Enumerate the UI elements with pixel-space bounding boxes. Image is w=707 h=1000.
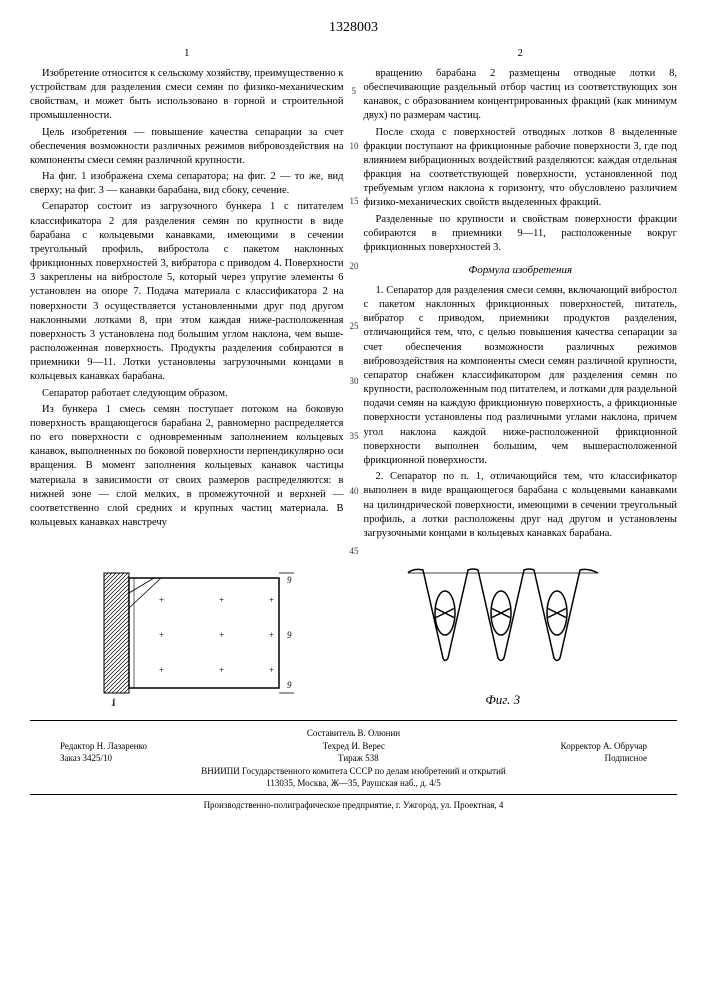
- svg-text:+: +: [159, 595, 164, 605]
- svg-text:+: +: [269, 595, 274, 605]
- col1-p2: Цель изобретения — повышение качества се…: [30, 126, 344, 169]
- col1-p6: Из бункера 1 смесь семян поступает поток…: [30, 403, 344, 531]
- svg-text:+: +: [219, 630, 224, 640]
- svg-text:+: +: [219, 595, 224, 605]
- footer: Составитель В. Олюнин Редактор Н. Лазаре…: [30, 720, 677, 812]
- footer-tirazh: Тираж 538: [338, 752, 379, 765]
- line-num-35: 35: [350, 431, 359, 441]
- col2-p3: Разделенные по крупности и свойствам пов…: [364, 213, 678, 256]
- svg-text:1: 1: [111, 698, 116, 708]
- col1-p1: Изобретение относится к сельскому хозяйс…: [30, 67, 344, 124]
- col1-p4: Сепаратор состоит из загрузочного бункер…: [30, 200, 344, 384]
- line-num-40: 40: [350, 486, 359, 496]
- footer-row2: Заказ 3425/10 Тираж 538 Подписное: [30, 752, 677, 765]
- line-num-10: 10: [350, 141, 359, 151]
- patent-page: 1328003 1 Изобретение относится к сельск…: [0, 0, 707, 832]
- col2-p5: 2. Сепаратор по п. 1, отличающийся тем, …: [364, 470, 678, 541]
- line-num-30: 30: [350, 376, 359, 386]
- fig2-svg: + + + + + + + + + 9 9 9 1: [99, 558, 299, 708]
- line-num-15: 15: [350, 196, 359, 206]
- column-1-wrap: 1 Изобретение относится к сельскому хозя…: [30, 46, 344, 543]
- footer-tech: Техред И. Верес: [323, 740, 385, 753]
- column-1: 1 Изобретение относится к сельскому хозя…: [30, 46, 344, 530]
- svg-text:+: +: [269, 665, 274, 675]
- column-2: 2 вращению барабана 2 размещены отводные…: [364, 46, 678, 541]
- line-num-25: 25: [350, 321, 359, 331]
- two-column-layout: 1 Изобретение относится к сельскому хозя…: [30, 46, 677, 543]
- line-num-5: 5: [352, 86, 357, 96]
- svg-text:+: +: [159, 630, 164, 640]
- fig3-caption: Фиг. 3: [398, 692, 608, 708]
- line-num-20: 20: [350, 261, 359, 271]
- footer-editor: Редактор Н. Лазаренко: [60, 740, 147, 753]
- footer-corrector: Корректор А. Обручар: [561, 740, 647, 753]
- fig3-svg: [398, 558, 608, 688]
- column-2-wrap: 5 10 15 20 25 30 35 40 45 2 вращению бар…: [364, 46, 678, 543]
- footer-org: ВНИИПИ Государственного комитета СССР по…: [30, 765, 677, 778]
- footer-addr2: Производственно-полиграфическое предприя…: [30, 794, 677, 812]
- footer-order: Заказ 3425/10: [60, 752, 112, 765]
- svg-text:+: +: [159, 665, 164, 675]
- line-num-45: 45: [350, 546, 359, 556]
- svg-text:+: +: [219, 665, 224, 675]
- svg-text:9: 9: [287, 630, 292, 640]
- formula-title: Формула изобретения: [364, 263, 678, 278]
- footer-row1: Редактор Н. Лазаренко Техред И. Верес Ко…: [30, 740, 677, 753]
- svg-text:+: +: [269, 630, 274, 640]
- col2-p4: 1. Сепаратор для разделения смеси семян,…: [364, 284, 678, 468]
- svg-text:9: 9: [287, 575, 292, 585]
- col1-p3: На фиг. 1 изображена схема сепаратора; н…: [30, 170, 344, 198]
- figure-3: Фиг. 3: [398, 558, 608, 708]
- footer-subscription: Подписное: [605, 752, 647, 765]
- col2-number: 2: [364, 46, 678, 61]
- figure-2: + + + + + + + + + 9 9 9 1: [99, 558, 299, 708]
- col1-number: 1: [30, 46, 344, 61]
- svg-text:9: 9: [287, 680, 292, 690]
- patent-number: 1328003: [30, 20, 677, 36]
- footer-addr1: 113035, Москва, Ж—35, Раушская наб., д. …: [30, 777, 677, 790]
- col2-p2: После схода с поверхностей отводных лотк…: [364, 126, 678, 211]
- figures-row: + + + + + + + + + 9 9 9 1: [30, 558, 677, 708]
- col1-p5: Сепаратор работает следующим образом.: [30, 387, 344, 401]
- footer-compiler: Составитель В. Олюнин: [30, 727, 677, 740]
- col2-p1: вращению барабана 2 размещены отводные л…: [364, 67, 678, 124]
